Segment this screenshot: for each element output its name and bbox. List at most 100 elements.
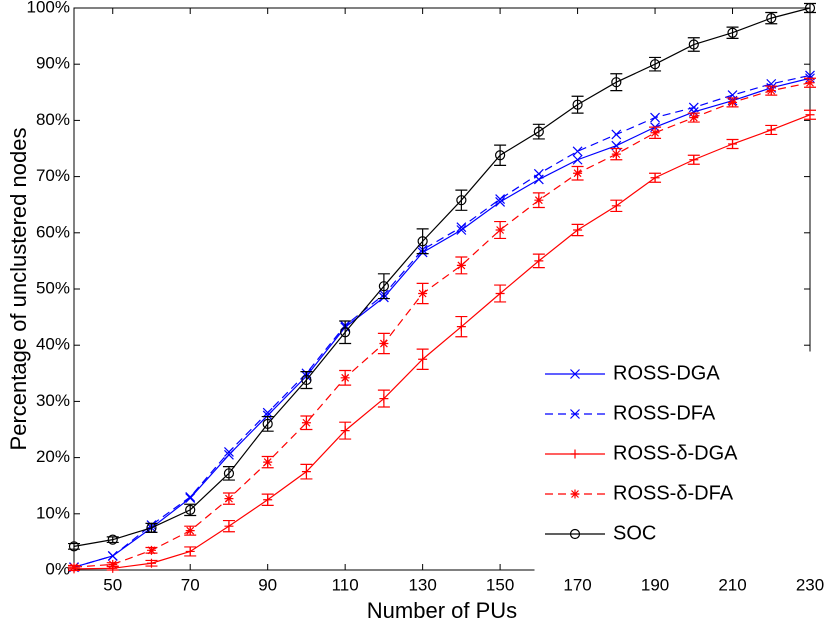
data-point	[456, 260, 466, 270]
data-point	[495, 150, 506, 161]
data-point	[263, 495, 273, 505]
data-point	[69, 562, 79, 572]
legend-marker	[569, 528, 581, 540]
data-point	[223, 468, 235, 479]
y-tick-label: 100%	[27, 0, 70, 16]
error-bar	[494, 144, 507, 166]
legend-marker	[570, 409, 580, 419]
data-point	[495, 288, 505, 298]
x-tick-label: 130	[408, 575, 436, 594]
data-point	[107, 534, 118, 545]
x-tick-label: 150	[486, 575, 514, 594]
data-point	[572, 146, 583, 157]
x-tick-label: 210	[718, 575, 746, 594]
data-point	[340, 373, 350, 383]
data-point	[456, 222, 467, 233]
data-point	[185, 504, 196, 515]
data-point	[495, 196, 506, 207]
data-point	[804, 2, 816, 14]
y-tick-label: 40%	[36, 335, 70, 354]
data-point	[456, 225, 467, 235]
data-point	[766, 13, 777, 24]
data-point	[108, 559, 118, 569]
data-point	[611, 149, 621, 159]
data-point	[379, 394, 389, 404]
data-point	[185, 493, 196, 503]
error-bar	[726, 26, 739, 39]
y-tick-label: 60%	[36, 222, 70, 241]
data-point	[107, 551, 118, 561]
y-tick-label: 0%	[45, 559, 70, 578]
data-point	[689, 155, 699, 165]
x-tick-label: 190	[641, 575, 669, 594]
y-tick-label: 70%	[36, 166, 70, 185]
data-point	[728, 97, 738, 107]
y-tick-label: 20%	[36, 447, 70, 466]
data-point	[456, 322, 466, 332]
data-point	[146, 522, 157, 533]
data-point	[262, 418, 273, 429]
data-point	[224, 521, 234, 531]
legend-label: ROSS-DFA	[613, 402, 716, 424]
legend-label: ROSS-δ-DGA	[613, 442, 738, 464]
data-point	[185, 526, 195, 536]
data-point	[533, 168, 544, 179]
data-point	[340, 327, 351, 338]
data-point	[301, 418, 311, 428]
x-tick-label: 110	[332, 575, 359, 594]
series-line	[73, 82, 811, 568]
data-point	[688, 39, 699, 50]
data-point	[573, 168, 583, 178]
data-point	[572, 154, 583, 165]
data-point	[533, 126, 544, 137]
error-bar	[377, 273, 390, 300]
data-point	[379, 339, 389, 349]
data-point	[263, 457, 273, 467]
data-point	[650, 173, 660, 183]
data-point	[418, 354, 428, 364]
data-point	[611, 129, 622, 140]
data-point	[766, 86, 776, 96]
data-point	[224, 447, 234, 457]
data-point	[649, 59, 661, 70]
data-point	[611, 77, 622, 88]
data-point	[495, 194, 506, 205]
data-point	[534, 256, 544, 266]
data-point	[805, 110, 815, 120]
data-point	[417, 236, 428, 247]
data-point	[224, 494, 234, 504]
data-point	[572, 99, 583, 110]
error-bar	[571, 95, 584, 114]
y-tick-label: 30%	[36, 391, 70, 410]
y-tick-label: 50%	[36, 278, 70, 297]
series-line	[73, 114, 811, 570]
data-point	[301, 374, 312, 386]
data-point	[301, 467, 311, 477]
x-tick-label: 230	[796, 575, 824, 594]
data-point	[418, 288, 428, 298]
y-axis-title: Percentage of unclustered nodes	[6, 128, 31, 451]
data-point	[766, 125, 776, 135]
error-bar	[455, 189, 468, 211]
data-point	[68, 541, 80, 552]
legend-marker	[570, 449, 580, 459]
data-point	[650, 112, 660, 123]
series-line	[73, 74, 811, 568]
legend-marker	[570, 489, 580, 499]
x-tick-label: 170	[563, 575, 591, 594]
data-point	[224, 449, 234, 460]
legend: ROSS-DGA ROSS-DFA ROSS-δ-DGA ROSS-δ-DFA SOC	[534, 351, 811, 571]
error-bar	[416, 228, 429, 255]
error-bar	[184, 503, 197, 517]
data-point	[688, 102, 699, 113]
legend-label: ROSS-δ-DFA	[613, 482, 734, 504]
series-line	[73, 7, 811, 547]
data-point	[573, 225, 583, 235]
data-point	[534, 195, 544, 205]
data-point	[611, 201, 621, 211]
data-point	[262, 407, 273, 418]
data-point	[805, 78, 815, 88]
error-bar	[339, 320, 352, 345]
y-tick-label: 80%	[36, 110, 70, 129]
y-tick-label: 10%	[36, 503, 70, 522]
